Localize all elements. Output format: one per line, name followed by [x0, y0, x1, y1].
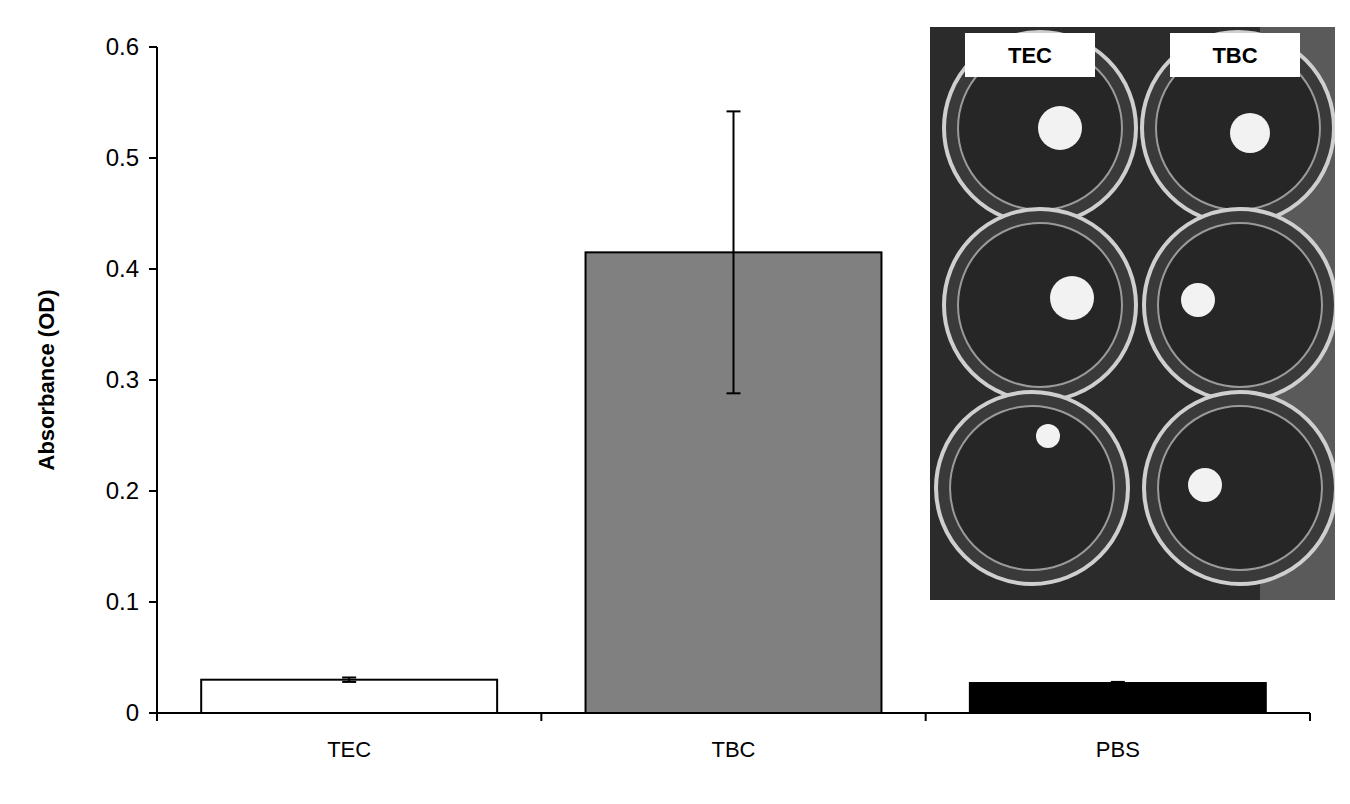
y-tick: [149, 46, 157, 48]
inset-label-box: [1170, 33, 1300, 77]
well: [1144, 392, 1335, 584]
inset-content: [930, 27, 1335, 600]
inset-label: TBC: [1212, 43, 1257, 68]
y-tick-label: 0.4: [106, 255, 139, 282]
error-bar: [342, 677, 356, 681]
well-inner: [1158, 406, 1322, 570]
x-tick-label: TBC: [712, 737, 756, 762]
sample-disk: [1038, 106, 1082, 150]
y-tick-label: 0.6: [106, 33, 139, 60]
chart-container: 0 0.1 0.2 0.3 0.4 0.5 0.6 TEC TBC PBS Absorbance (…: [0, 0, 1350, 804]
x-tick-label: TEC: [327, 737, 371, 762]
y-tick: [149, 379, 157, 381]
x-tick: [1309, 713, 1311, 721]
y-tick-label: 0.3: [106, 366, 139, 393]
sample-disk: [1188, 468, 1222, 502]
error-cap: [1111, 683, 1125, 685]
y-tick: [149, 268, 157, 270]
error-stem: [733, 111, 735, 393]
error-cap: [1111, 681, 1125, 683]
sample-disk: [1230, 113, 1270, 153]
x-axis: [157, 712, 1310, 714]
bar: [201, 680, 497, 713]
inset-label: TEC: [1008, 43, 1052, 68]
y-tick: [149, 490, 157, 492]
well: [936, 392, 1128, 584]
y-tick-label: 0.1: [106, 588, 139, 615]
y-tick: [149, 601, 157, 603]
sample-disk: [1050, 276, 1094, 320]
y-axis-title: Absorbance (OD): [34, 290, 59, 471]
y-tick: [149, 712, 157, 714]
chart-svg: 0 0.1 0.2 0.3 0.4 0.5 0.6 TEC TBC PBS Absorbance (…: [0, 0, 1350, 804]
error-cap: [727, 110, 741, 112]
well: [944, 32, 1136, 224]
y-tick: [149, 157, 157, 159]
y-tick-label: 0.5: [106, 144, 139, 171]
bar: [970, 683, 1266, 713]
well-inner: [1158, 223, 1322, 387]
error-cap: [342, 676, 356, 678]
error-bar: [727, 111, 741, 393]
sample-disk: [1036, 424, 1060, 448]
well: [1142, 32, 1334, 224]
error-bar: [1111, 682, 1125, 684]
inset-photo: TEC TBC: [930, 27, 1336, 600]
well-inner: [958, 223, 1122, 387]
x-tick: [925, 713, 927, 721]
y-tick-label: 0.2: [106, 477, 139, 504]
inset-label-box: [965, 33, 1095, 77]
y-tick-label: 0: [126, 699, 139, 726]
error-cap: [342, 681, 356, 683]
well-inner: [950, 406, 1114, 570]
error-cap: [727, 392, 741, 394]
x-tick: [540, 713, 542, 721]
inset-bg: [930, 27, 1335, 600]
x-tick-label: PBS: [1096, 737, 1140, 762]
sample-disk: [1181, 283, 1215, 317]
background: [0, 0, 1350, 804]
x-tick: [156, 713, 158, 721]
well: [1144, 209, 1335, 401]
well: [944, 209, 1136, 401]
